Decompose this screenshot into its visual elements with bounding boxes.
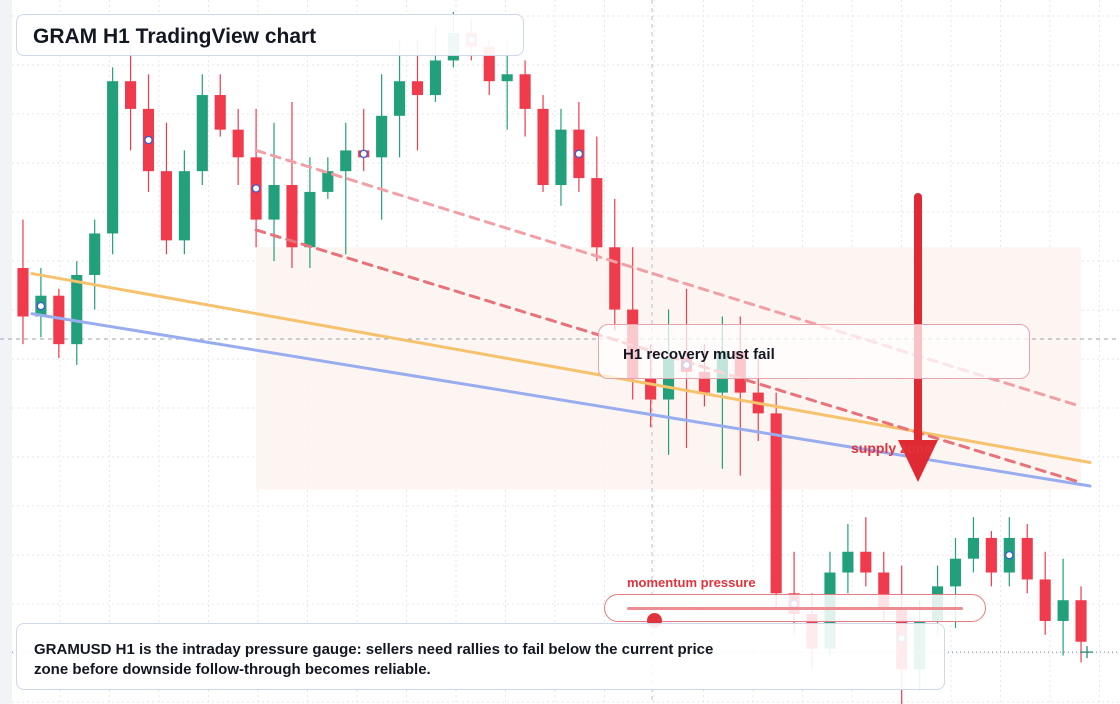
candle-body-down [591,178,603,248]
supply-zone-label: supply zone [851,440,932,456]
candle-body-down [878,572,890,608]
candle-body-down [53,295,65,345]
swing-marker [251,184,261,193]
candle-body-up [268,185,280,220]
swing-marker [144,135,153,145]
candle-body-down [160,171,172,241]
candle-body-down [232,129,244,158]
swing-marker [36,301,46,311]
analysis-note-box: GRAMUSD H1 is the intraday pressure gaug… [16,623,945,690]
candle-body-up [501,74,513,82]
candle-body-up [967,537,979,559]
candle-body-up [340,150,352,172]
candle-body-down [214,95,226,130]
candle-body-up [842,551,854,573]
callout-box: H1 recovery must fail [598,324,1030,379]
candle-body-up [71,274,83,345]
candle-body-down [519,74,531,109]
candle-body-down [609,247,621,310]
candle-body-up [429,60,441,96]
left-edge-strip [0,0,12,704]
arrow-head [898,440,938,482]
chart-title-box: GRAM H1 TradingView chart [16,14,524,56]
candle-body-down [985,537,997,573]
candle-body-down [645,378,657,400]
momentum-gauge [604,594,986,628]
candle-body-down [860,551,872,573]
candle-body-down [483,46,495,82]
candle-body-down [770,413,782,594]
candle-body-down [125,81,137,109]
candle-body-up [394,81,406,116]
candle-body-up [178,171,190,241]
candle-body-up [107,81,119,234]
candle-body-down [1039,579,1051,621]
candle-body-up [376,115,388,158]
candle-body-up [1057,600,1069,621]
callout-text: H1 recovery must fail [623,346,775,363]
candle-body-up [196,95,208,172]
candle-body-up [555,129,567,185]
candle-body-up [949,558,962,587]
candle-body-down [1075,600,1087,642]
candle-body-down [17,268,29,317]
candle-body-down [698,371,710,393]
candle-body-down [286,185,298,248]
down-arrow-icon [898,193,938,482]
swing-marker [574,149,584,159]
momentum-gauge-track [627,607,963,628]
momentum-gauge-label: momentum pressure [627,575,756,590]
current-price-marker [1080,646,1093,659]
candle-body-down [411,81,424,96]
candle-body-down [537,108,549,185]
candle-body-up [322,171,334,192]
chart-title: GRAM H1 TradingView chart [33,25,317,48]
candle-body-up [89,233,101,275]
swing-marker [359,149,368,159]
swing-marker [1005,550,1014,560]
candle-body-down [1021,537,1033,580]
analysis-note: GRAMUSD H1 is the intraday pressure gaug… [34,641,714,678]
candle-body-up [304,191,316,248]
arrow-shaft [914,193,922,445]
